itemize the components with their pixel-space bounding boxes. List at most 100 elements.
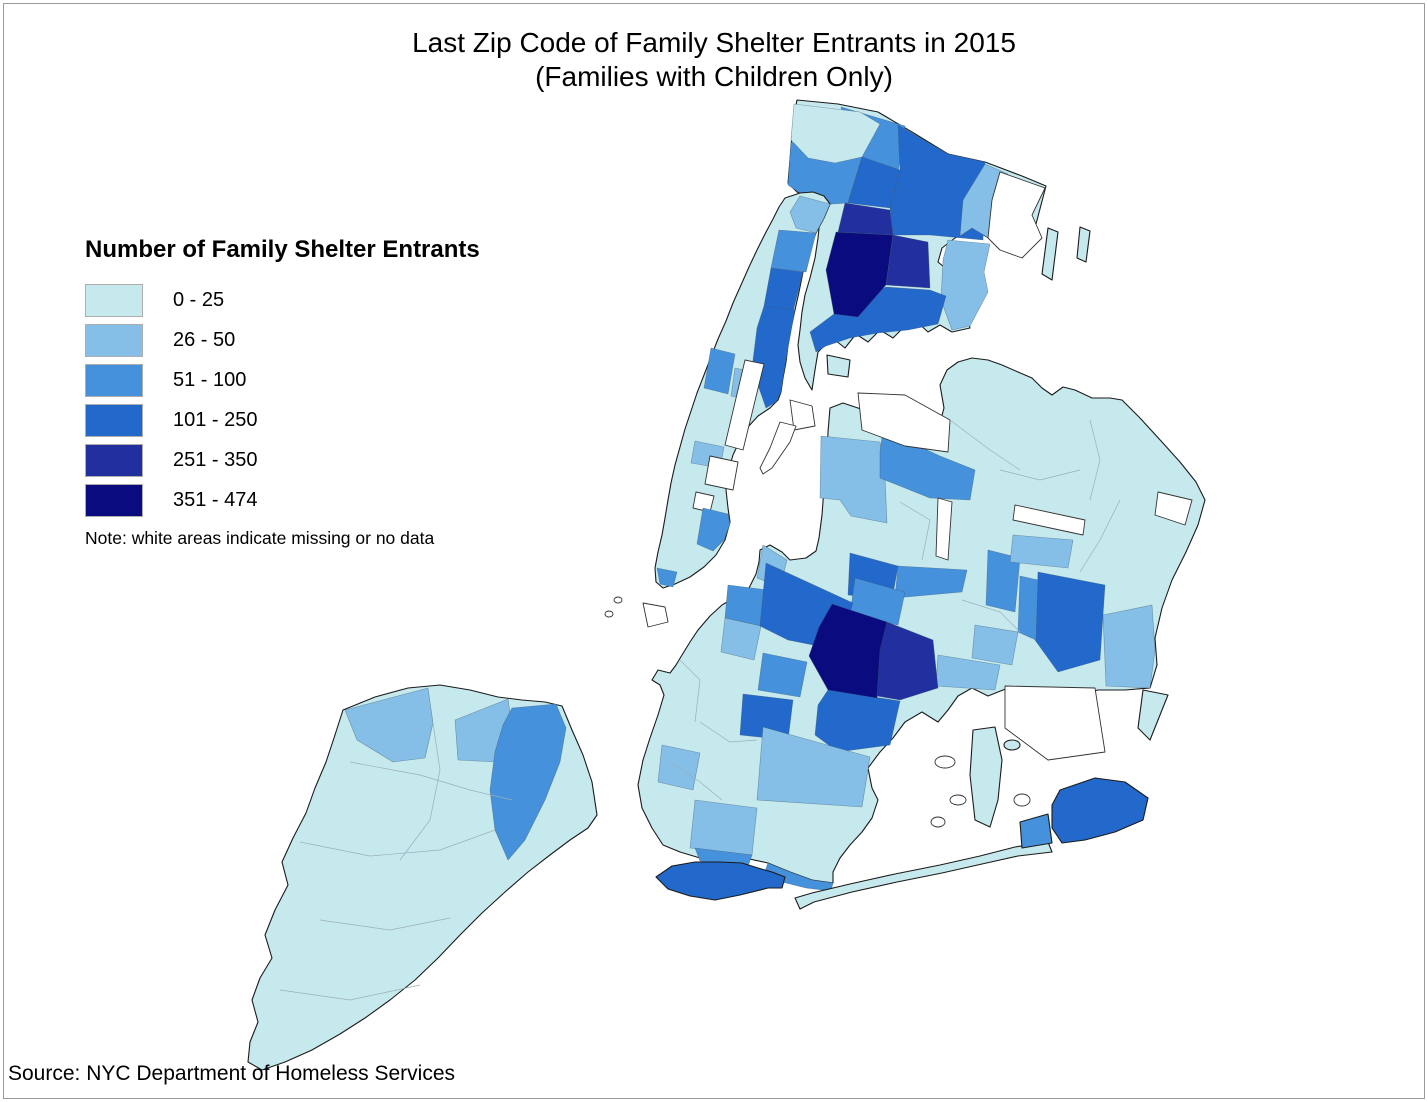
rockaway-peninsula	[794, 689, 1169, 910]
legend-swatch	[85, 283, 143, 317]
island	[613, 596, 623, 604]
island	[930, 816, 946, 828]
zip-region-coney-island	[655, 861, 786, 901]
zip-region	[1017, 575, 1039, 641]
zip-region-riverdale	[790, 103, 881, 164]
zip-boundary	[1079, 499, 1121, 573]
harbor-islands	[604, 421, 797, 628]
zip-region	[809, 286, 947, 353]
legend-swatch	[85, 443, 143, 477]
legend-label: 0 - 25	[173, 288, 225, 311]
zip-region	[763, 267, 804, 313]
zip-boundary	[669, 761, 723, 801]
zip-region	[971, 624, 1019, 666]
island-city-island	[1041, 227, 1059, 281]
zip-boundary	[999, 469, 1081, 481]
legend-label: 26 - 50	[173, 328, 236, 351]
zip-region	[847, 156, 901, 209]
legend: Number of Family Shelter Entrants 0 - 25…	[85, 236, 605, 549]
zip-region	[703, 347, 736, 395]
map-title-line2: (Families with Children Only)	[535, 61, 893, 92]
zip-region	[344, 687, 434, 763]
zip-region	[656, 567, 678, 588]
legend-swatch	[85, 323, 143, 357]
zip-region	[770, 229, 817, 273]
island-roosevelt	[759, 421, 797, 475]
borough-brooklyn-queens	[637, 357, 1206, 892]
zip-boundary	[949, 419, 1021, 471]
island	[1003, 739, 1021, 751]
legend-swatch	[85, 363, 143, 397]
borough-bronx	[787, 99, 1091, 431]
legend-title: Number of Family Shelter Entrants	[85, 236, 480, 263]
missing-area-laguardia	[857, 392, 951, 453]
island	[969, 726, 1003, 828]
missing-area	[704, 455, 739, 491]
jamaica-bay-islands	[930, 726, 1031, 828]
zip-region	[757, 652, 808, 698]
zip-boundary	[679, 659, 701, 723]
zip-region	[814, 689, 901, 753]
missing-area-pelham-bay-park	[987, 171, 1046, 259]
zip-boundary	[899, 501, 931, 561]
zip-region	[489, 703, 567, 861]
zip-region	[794, 841, 1053, 910]
map-title-line1: Last Zip Code of Family Shelter Entrants…	[412, 27, 1016, 58]
zip-region	[751, 305, 796, 409]
island-hart-island	[1076, 226, 1091, 263]
legend-row: 51 - 100	[85, 360, 605, 400]
legend-label: 251 - 350	[173, 448, 258, 471]
missing-area	[935, 497, 953, 561]
legend-note: Note: white areas indicate missing or no…	[85, 528, 435, 548]
map-title: Last Zip Code of Family Shelter Entrants…	[0, 26, 1428, 94]
borough-manhattan	[654, 191, 831, 589]
zip-region	[985, 549, 1021, 613]
zip-region	[885, 234, 931, 289]
legend-swatch	[85, 483, 143, 517]
zip-region	[876, 621, 939, 701]
zip-region	[720, 617, 762, 661]
zip-region	[1137, 689, 1169, 741]
legend-row: 0 - 25	[85, 280, 605, 320]
legend-row: 351 - 474	[85, 480, 605, 520]
zip-boundary	[349, 761, 513, 801]
zip-region	[756, 726, 871, 808]
legend-swatch	[85, 403, 143, 437]
island	[604, 610, 614, 618]
missing-area	[1154, 491, 1193, 526]
legend-row: 101 - 250	[85, 400, 605, 440]
island	[949, 794, 967, 806]
source-text: Source: NYC Department of Homeless Servi…	[8, 1062, 455, 1085]
legend-row: 26 - 50	[85, 320, 605, 360]
zip-region	[879, 429, 976, 501]
zip-region	[894, 565, 968, 599]
zip-region	[1009, 534, 1074, 569]
legend-label: 51 - 100	[173, 368, 247, 391]
legend-label: 101 - 250	[173, 408, 258, 431]
zip-boundary	[1089, 419, 1101, 501]
zip-boundary	[279, 984, 421, 1001]
island-governors	[642, 602, 669, 628]
island-randalls	[789, 399, 816, 431]
missing-area	[1012, 504, 1086, 536]
borough-staten-island	[247, 684, 598, 1071]
legend-row: 251 - 350	[85, 440, 605, 480]
island	[1013, 793, 1031, 807]
zip-region	[689, 799, 758, 856]
zip-region	[657, 744, 701, 791]
zip-region	[1019, 813, 1053, 849]
zip-region	[696, 507, 731, 552]
zip-boundary	[319, 917, 451, 931]
zip-boundary	[699, 721, 758, 743]
legend-label: 351 - 474	[173, 488, 258, 511]
island-rikers	[826, 354, 851, 378]
zip-boundary	[399, 722, 441, 861]
missing-area-jfk	[1004, 685, 1106, 761]
island	[934, 755, 956, 769]
zip-region	[940, 239, 991, 331]
zip-boundary	[961, 599, 1021, 633]
zip-region-far-rockaway	[1051, 777, 1149, 844]
missing-area-central-park	[724, 359, 765, 451]
zip-region	[1102, 604, 1156, 689]
